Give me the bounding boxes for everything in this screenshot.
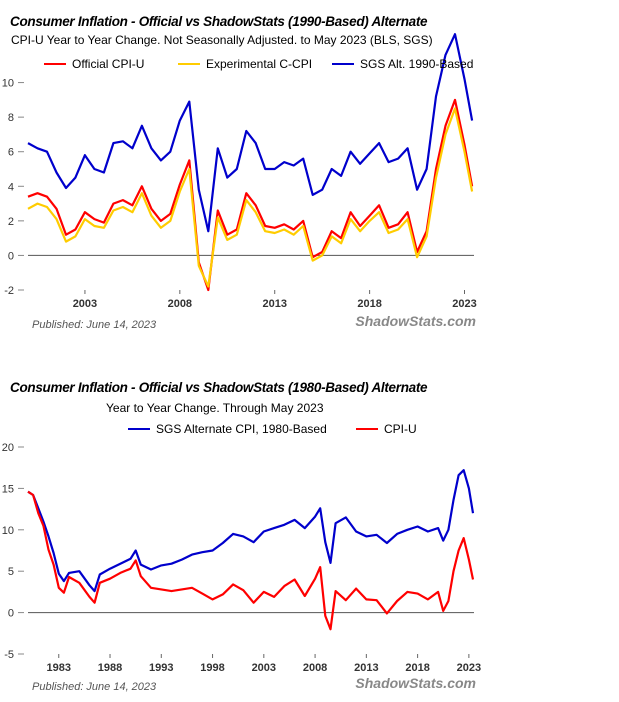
y-tick-label: 10 (2, 525, 14, 537)
chart-title: Consumer Inflation - Official vs ShadowS… (10, 14, 428, 29)
y-tick-label: 10 (2, 78, 14, 90)
x-tick-label: 1983 (47, 662, 71, 674)
legend-label: Experimental C-CPI (206, 57, 312, 71)
y-tick-label: 4 (8, 181, 14, 193)
chart-subtitle: Year to Year Change. Through May 2023 (106, 401, 324, 415)
y-tick-label: 0 (8, 250, 14, 262)
x-tick-label: 2018 (357, 298, 381, 310)
chart-1980-based: Consumer Inflation - Official vs ShadowS… (0, 372, 619, 702)
x-tick-label: 2003 (73, 298, 97, 310)
chart-1990-based: Consumer Inflation - Official vs ShadowS… (0, 0, 619, 340)
chart-plot: -5 0 5 10 15 20 1983 1988 1993 1998 2003 2008 2013 20… (2, 422, 481, 693)
brand-watermark: ShadowStats.com (355, 313, 476, 329)
series-line-2 (27, 490, 475, 631)
legend-label: Official CPI-U (72, 57, 144, 71)
legend-label: SGS Alternate CPI, 1980-Based (156, 422, 327, 436)
x-tick-label: 2008 (168, 298, 192, 310)
x-tick-label: 2013 (262, 298, 286, 310)
series-line-2 (27, 107, 474, 288)
x-tick-label: 2013 (354, 662, 378, 674)
series-line-3 (27, 33, 474, 233)
chart-subtitle: CPI-U Year to Year Change. Not Seasonall… (11, 33, 433, 47)
y-tick-label: 8 (8, 112, 14, 124)
series-line-1 (27, 469, 475, 593)
y-tick-label: 5 (8, 566, 14, 578)
x-tick-label: 2018 (405, 662, 429, 674)
chart-title: Consumer Inflation - Official vs ShadowS… (10, 380, 428, 395)
series-line-1 (27, 98, 474, 292)
x-tick-label: 2023 (457, 662, 481, 674)
published-date: Published: June 14, 2023 (32, 319, 157, 331)
brand-watermark: ShadowStats.com (355, 675, 476, 691)
x-tick-label: 1998 (200, 662, 224, 674)
y-tick-label: -2 (4, 285, 14, 297)
chart-plot: -2 0 2 4 6 8 10 2003 2008 2013 2018 2023 Official CP… (2, 33, 477, 331)
y-tick-label: 15 (2, 483, 14, 495)
legend-label: SGS Alt. 1990-Based (360, 57, 473, 71)
y-tick-label: 0 (8, 608, 14, 620)
legend-label: CPI-U (384, 422, 417, 436)
x-tick-label: 1988 (98, 662, 122, 674)
x-tick-label: 1993 (149, 662, 173, 674)
y-tick-label: 2 (8, 216, 14, 228)
published-date: Published: June 14, 2023 (32, 681, 157, 693)
x-tick-label: 2008 (303, 662, 327, 674)
y-tick-label: 20 (2, 442, 14, 454)
y-tick-label: -5 (4, 649, 14, 661)
y-tick-label: 6 (8, 147, 14, 159)
x-tick-label: 2023 (452, 298, 476, 310)
x-tick-label: 2003 (252, 662, 276, 674)
